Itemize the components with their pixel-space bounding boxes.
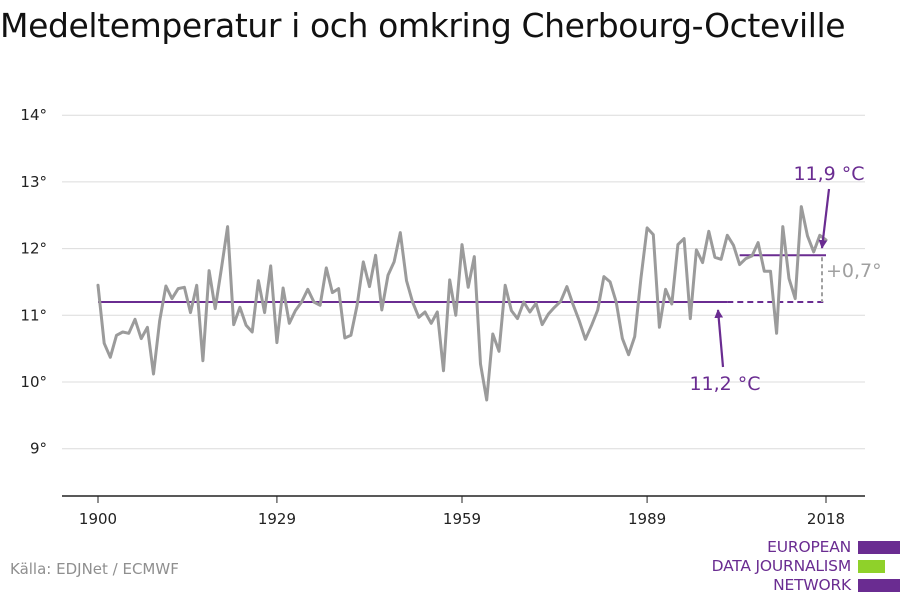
logo-line-data-journalism: DATA JOURNALISM [711, 557, 852, 575]
y-tick-label: 11° [20, 306, 47, 324]
difference-label: +0,7° [826, 260, 882, 282]
temperature-series-line [96, 205, 828, 402]
logo-bar-top [858, 541, 900, 554]
x-tick-label: 1929 [258, 510, 296, 528]
source-note: Källa: EDJNet / ECMWF [10, 560, 179, 578]
x-tick-label: 2018 [807, 510, 845, 528]
recent-average-label: 11,9 °C [793, 163, 864, 185]
y-tick-label: 13° [20, 173, 47, 191]
recent-average-arrow [818, 188, 831, 249]
logo-bar-bottom [858, 579, 900, 592]
baseline-arrow [714, 309, 725, 368]
page-title: Medeltemperatur i och omkring Cherbourg-… [0, 6, 846, 45]
baseline-label: 11,2 °C [689, 373, 760, 395]
y-tick-label: 10° [20, 373, 47, 391]
y-tick-label: 14° [20, 106, 47, 124]
y-tick-label: 12° [20, 240, 47, 258]
x-tick-label: 1959 [443, 510, 481, 528]
x-tick-label: 1900 [79, 510, 117, 528]
y-tick-label: 9° [30, 440, 47, 458]
logo-line-european: EUROPEAN [767, 538, 851, 556]
edjnet-logo: EUROPEAN DATA JOURNALISM NETWORK [700, 538, 900, 596]
logo-line-network: NETWORK [773, 576, 851, 594]
logo-bar-middle [858, 560, 885, 573]
x-tick-label: 1989 [628, 510, 666, 528]
